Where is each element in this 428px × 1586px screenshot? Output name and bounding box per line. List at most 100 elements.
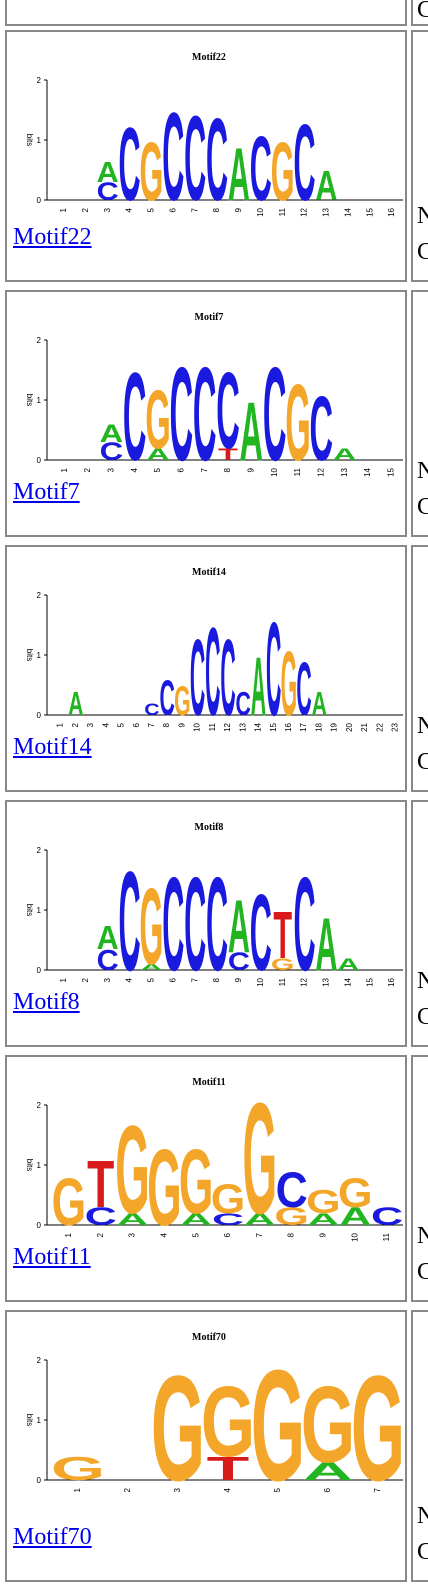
table-cell-partial-right: C [411, 0, 428, 26]
x-tick-label: 14 [343, 977, 352, 986]
motif-detail-cell: NC [411, 290, 428, 537]
logo-letter-a: A [97, 919, 119, 957]
truncated-text: C [417, 240, 428, 264]
x-tick-label: 2 [83, 467, 92, 472]
y-tick-label: 2 [37, 591, 42, 600]
y-tick-label: 0 [37, 456, 42, 465]
x-tick-label: 6 [176, 467, 185, 472]
logo-letter-c: C [206, 96, 228, 220]
logo-letter-a: A [303, 1458, 353, 1486]
logo-letter-c: C [212, 1211, 244, 1229]
x-tick-label: 15 [386, 467, 395, 476]
logo-letter-a: A [315, 162, 337, 209]
x-tick-label: 13 [340, 467, 349, 476]
x-tick-label: 9 [246, 467, 255, 472]
logo-letter-c: C [276, 1163, 308, 1219]
x-tick-label: 10 [256, 207, 265, 216]
y-tick-label: 2 [37, 336, 42, 345]
x-tick-label: 4 [159, 1232, 168, 1237]
y-tick-label: 1 [37, 906, 42, 915]
motif-link[interactable]: Motif8 [13, 989, 80, 1015]
x-tick-label: 6 [168, 977, 177, 982]
logo-letter-g: G [281, 634, 298, 735]
logo-letter-a: A [333, 446, 357, 464]
logo-letter-g: G [211, 1176, 246, 1222]
truncated-text: N [417, 1504, 428, 1528]
x-tick-label: 4 [130, 467, 139, 472]
logo-letter-a: A [244, 1211, 276, 1229]
truncated-text: C [417, 1005, 428, 1029]
logo-letter-a: A [251, 640, 266, 733]
x-tick-label: 9 [234, 977, 243, 982]
y-tick-label: 0 [37, 1221, 42, 1230]
truncated-text: N [417, 1224, 428, 1248]
logo-letter-g: G [174, 678, 191, 725]
x-tick-label: 13 [322, 977, 331, 986]
x-tick-label: 6 [132, 722, 141, 727]
logo-letter-g: G [147, 1127, 182, 1245]
table-row: Motif8 2 1 0 bits 1 2 3 C A 4 C 5 A G 6 C 7 C 8 C 9 C A 10 C 11 G T 1… [0, 800, 428, 1051]
x-tick-label: 1 [60, 467, 69, 472]
logo-letter-c: C [236, 685, 251, 722]
y-axis-label: bits [25, 1414, 34, 1426]
logo-letter-a: A [100, 420, 124, 448]
x-tick-label: 5 [117, 722, 126, 727]
motif-link[interactable]: Motif11 [13, 1244, 91, 1270]
logo-letter-c: C [184, 90, 206, 220]
logo-title: Motif11 [192, 1077, 225, 1088]
logo-letter-g: G [243, 1070, 278, 1245]
logo-letter-c: C [159, 671, 174, 727]
motif-cell: Motif70 2 1 0 bits 1 G 2 3 G 4 T G 5 G 6 A G 7 G Motif70 [5, 1310, 407, 1582]
motif-detail-cell: NC [411, 1310, 428, 1582]
logo-letter-c: C [228, 948, 250, 976]
x-tick-label: 1 [59, 207, 68, 212]
logo-letter-a: A [228, 885, 250, 969]
logo-letter-c: C [294, 850, 316, 990]
logo-letter-a: A [339, 1202, 371, 1230]
y-tick-label: 1 [37, 1416, 42, 1425]
y-axis-label: bits [25, 394, 34, 406]
x-tick-label: 7 [255, 1232, 264, 1237]
logo-letter-g: G [151, 1344, 205, 1500]
x-tick-label: 12 [300, 977, 309, 986]
truncated-text: C [417, 0, 428, 22]
x-tick-label: 5 [153, 467, 162, 472]
motif-link[interactable]: Motif14 [13, 734, 92, 760]
logo-letter-t: T [87, 1148, 114, 1222]
y-axis-label: bits [25, 1159, 34, 1171]
motif-cell: Motif8 2 1 0 bits 1 2 3 C A 4 C 5 A G 6 C 7 C 8 C 9 C A 10 C 11 G T 1… [5, 800, 407, 1047]
logo-letter-g: G [271, 126, 295, 219]
x-tick-label: 9 [319, 1232, 328, 1237]
motif-detail-cell: NC [411, 545, 428, 792]
y-tick-label: 2 [37, 1356, 42, 1365]
x-tick-label: 11 [278, 977, 287, 986]
logo-letter-g: G [140, 866, 164, 987]
x-tick-label: 2 [123, 1487, 132, 1492]
x-tick-label: 5 [147, 977, 156, 982]
logo-letter-a: A [315, 903, 337, 987]
x-tick-label: 3 [86, 722, 95, 727]
logo-title: Motif8 [195, 822, 224, 833]
truncated-text: N [417, 969, 428, 993]
logo-letter-c: C [170, 339, 194, 480]
y-tick-label: 0 [37, 711, 42, 720]
x-tick-label: 8 [287, 1232, 296, 1237]
x-tick-label: 22 [375, 722, 384, 731]
x-tick-label: 2 [96, 1232, 105, 1237]
logo-letter-c: C [371, 1202, 403, 1230]
x-tick-label: 6 [223, 1232, 232, 1237]
logo-letter-c: C [250, 118, 272, 220]
motif-link[interactable]: Motif70 [13, 1524, 92, 1550]
x-tick-label: 3 [106, 467, 115, 472]
logo-letter-a: A [180, 1211, 212, 1229]
logo-letter-c: C [220, 616, 235, 735]
motif-cell: Motif14 2 1 0 bits 1 2 A 3 4 5 6 7 C 8 C 9 G 10 C 11 C 12 C 13 C 1… [5, 545, 407, 792]
x-tick-label: 11 [382, 1232, 391, 1241]
motif-link[interactable]: Motif7 [13, 479, 80, 505]
logo-letter-a: A [68, 685, 83, 722]
logo-letter-c: C [162, 89, 184, 220]
motif-link[interactable]: Motif22 [13, 224, 92, 250]
